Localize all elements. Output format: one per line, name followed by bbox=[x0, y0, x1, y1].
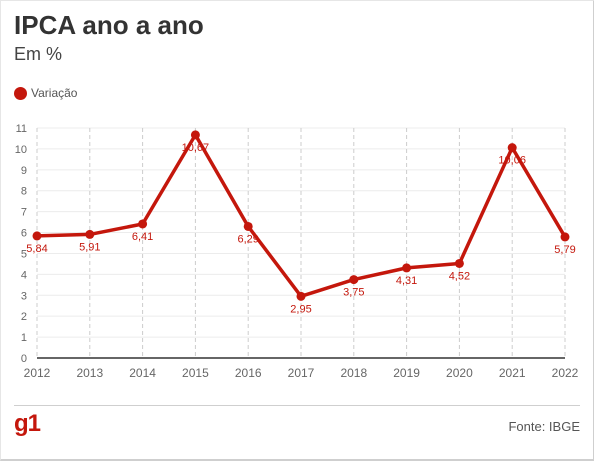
legend: Variação bbox=[14, 86, 77, 100]
data-label: 4,31 bbox=[396, 275, 417, 287]
x-tick-label: 2021 bbox=[499, 366, 526, 380]
y-tick-label: 6 bbox=[21, 228, 27, 240]
data-label: 5,84 bbox=[26, 243, 47, 255]
y-tick-label: 7 bbox=[21, 207, 27, 219]
y-tick-label: 4 bbox=[21, 269, 27, 281]
data-label: 6,41 bbox=[132, 231, 153, 243]
x-tick-label: 2017 bbox=[288, 366, 315, 380]
data-point bbox=[454, 258, 464, 268]
data-point bbox=[507, 143, 517, 153]
data-label: 3,75 bbox=[343, 287, 364, 299]
x-tick-label: 2016 bbox=[235, 366, 262, 380]
line-chart: 0 1 2 3 4 5 6 7 8 9 10 11 2012 2013 2014 2015 2016 2017 20… bbox=[15, 123, 579, 380]
source-note: Fonte: IBGE bbox=[508, 419, 580, 434]
y-tick-label: 3 bbox=[21, 290, 27, 302]
y-tick-label: 1 bbox=[21, 332, 27, 344]
data-point bbox=[560, 232, 570, 242]
y-tick-label: 0 bbox=[21, 353, 27, 365]
x-tick-label: 2012 bbox=[24, 366, 51, 380]
chart-title: IPCA ano a ano bbox=[14, 10, 204, 40]
x-tick-label: 2018 bbox=[340, 366, 367, 380]
data-label: 5,91 bbox=[79, 241, 100, 253]
data-point bbox=[138, 219, 148, 229]
data-point bbox=[85, 229, 95, 239]
x-tick-label: 2015 bbox=[182, 366, 209, 380]
y-tick-label: 10 bbox=[15, 144, 27, 156]
data-label: 2,95 bbox=[290, 303, 311, 315]
footer-divider bbox=[14, 405, 580, 406]
data-point bbox=[349, 275, 359, 285]
legend-label: Variação bbox=[31, 86, 78, 100]
data-label: 6,29 bbox=[237, 233, 258, 245]
chart-subtitle: Em % bbox=[14, 44, 63, 64]
data-point bbox=[243, 221, 253, 231]
x-tick-label: 2020 bbox=[446, 366, 473, 380]
data-label: 10,06 bbox=[498, 155, 526, 167]
y-tick-label: 9 bbox=[21, 165, 27, 177]
data-point bbox=[32, 231, 42, 241]
y-tick-label: 5 bbox=[21, 248, 27, 260]
data-label: 10,67 bbox=[182, 142, 210, 154]
x-tick-label: 2022 bbox=[552, 366, 579, 380]
x-tick-label: 2014 bbox=[129, 366, 156, 380]
data-label: 4,52 bbox=[449, 270, 470, 282]
x-tick-label: 2013 bbox=[76, 366, 103, 380]
legend-dot-icon bbox=[14, 86, 27, 100]
data-point bbox=[190, 130, 200, 140]
data-label: 5,79 bbox=[554, 244, 575, 256]
y-tick-label: 8 bbox=[21, 186, 27, 198]
g1-logo: g1 bbox=[14, 410, 41, 437]
x-tick-label: 2019 bbox=[393, 366, 420, 380]
y-tick-label: 2 bbox=[21, 311, 27, 323]
data-point bbox=[296, 291, 306, 301]
data-point bbox=[402, 263, 412, 273]
y-tick-label: 11 bbox=[16, 123, 27, 135]
